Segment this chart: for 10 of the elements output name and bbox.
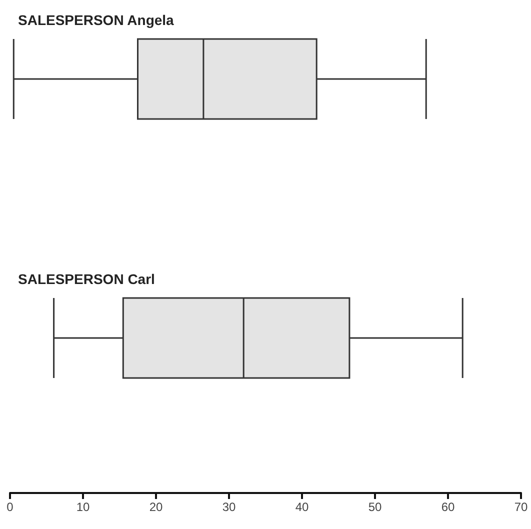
x-tick-label: 40 [295, 500, 309, 514]
x-tick-label: 30 [222, 500, 236, 514]
x-tick-label: 60 [441, 500, 455, 514]
y-tick-label: SALESPERSON Carl [18, 271, 155, 287]
y-tick-label: SALESPERSON Angela [18, 12, 174, 28]
x-tick-label: 50 [368, 500, 382, 514]
x-tick-label: 0 [6, 500, 14, 514]
x-tick-label: 20 [149, 500, 163, 514]
x-tick-label: 10 [76, 500, 90, 514]
x-tick-label: 70 [514, 500, 528, 514]
